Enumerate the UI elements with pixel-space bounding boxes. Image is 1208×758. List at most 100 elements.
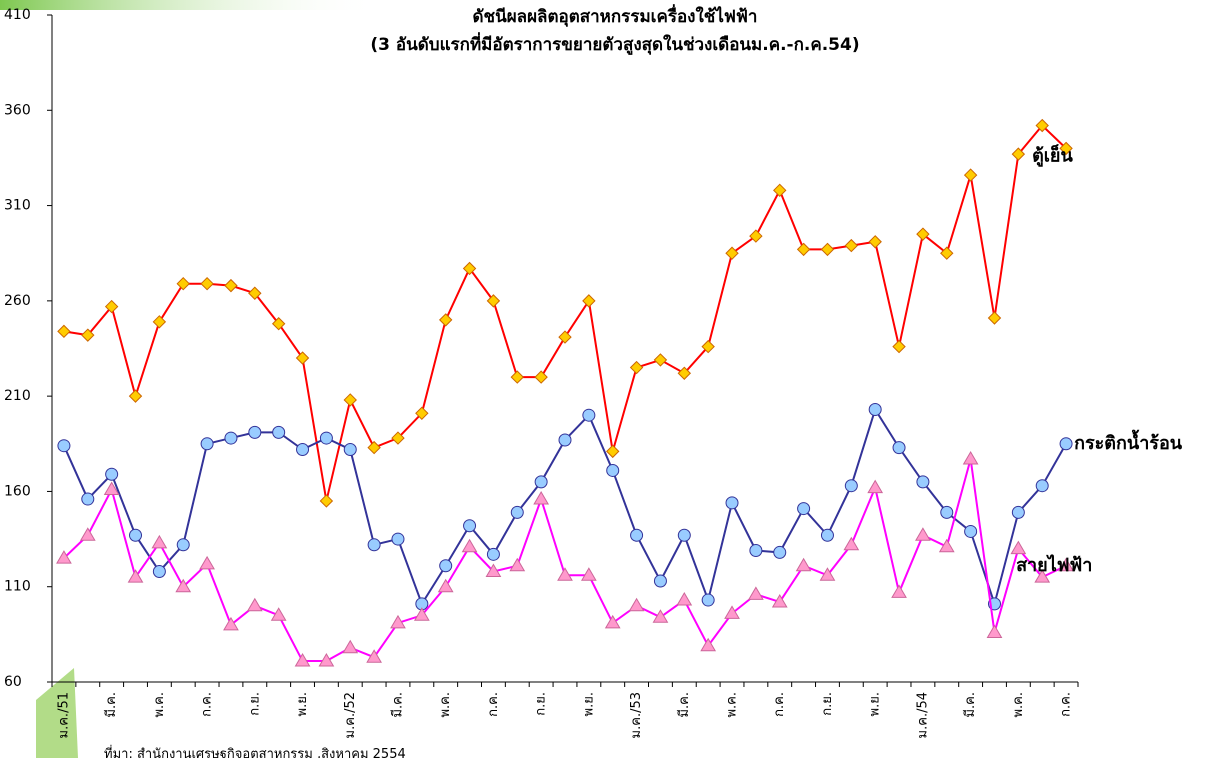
- data-point: [487, 548, 499, 560]
- data-point: [320, 495, 332, 507]
- data-point: [559, 434, 571, 446]
- data-point: [917, 476, 929, 488]
- data-point: [845, 240, 857, 252]
- data-point: [583, 295, 595, 307]
- data-point: [892, 585, 906, 597]
- x-tick-label: พ.ค.: [725, 692, 740, 718]
- data-point: [535, 476, 547, 488]
- data-point: [511, 506, 523, 518]
- data-point: [677, 593, 691, 605]
- x-tick-label: พ.ค.: [152, 692, 167, 718]
- data-point: [249, 426, 261, 438]
- series-label: กระติกน้ำร้อน: [1074, 429, 1183, 454]
- data-point: [798, 503, 810, 515]
- data-point: [177, 539, 189, 551]
- x-tick-label: พ.ย.: [295, 692, 310, 716]
- data-point: [1012, 506, 1024, 518]
- source: ที่มา: สำนักงานเศรษฐกิจอุตสาหกรรม ,สิงหา…: [104, 745, 406, 758]
- data-point: [916, 528, 930, 540]
- x-tick-label: ก.ค.: [772, 692, 787, 717]
- data-point: [678, 529, 690, 541]
- data-point: [225, 280, 237, 292]
- data-point: [130, 529, 142, 541]
- data-point: [463, 540, 477, 552]
- data-point: [201, 438, 213, 450]
- series-label: ตู้เย็น: [1032, 143, 1073, 167]
- data-point: [224, 618, 238, 630]
- data-point: [152, 536, 166, 548]
- x-tick-label: ก.ย.: [247, 692, 262, 716]
- y-tick-label: 310: [4, 198, 31, 214]
- data-point: [631, 529, 643, 541]
- x-tick-label: มี.ค.: [103, 692, 119, 718]
- data-point: [774, 546, 786, 558]
- data-point: [58, 440, 70, 452]
- data-point: [607, 445, 619, 457]
- data-point: [464, 520, 476, 532]
- data-point: [81, 528, 95, 540]
- data-point: [774, 184, 786, 196]
- data-point: [1011, 542, 1025, 554]
- x-tick-label: พ.ย.: [868, 692, 883, 716]
- series-line: [64, 459, 1066, 661]
- y-tick-label: 110: [4, 579, 31, 595]
- data-point: [893, 442, 905, 454]
- data-point: [130, 390, 142, 402]
- data-point: [1060, 438, 1072, 450]
- data-point: [248, 599, 262, 611]
- data-point: [344, 444, 356, 456]
- y-tick-label: 160: [4, 483, 31, 499]
- data-point: [559, 331, 571, 343]
- data-point: [941, 506, 953, 518]
- data-point: [344, 394, 356, 406]
- data-point: [343, 641, 357, 653]
- data-point: [583, 409, 595, 421]
- data-point: [177, 278, 189, 290]
- x-tick-label: ก.ค.: [1059, 692, 1074, 717]
- x-tick-label: ม.ค./51: [56, 692, 71, 738]
- data-point: [940, 540, 954, 552]
- data-point: [964, 452, 978, 464]
- data-point: [869, 403, 881, 415]
- x-tick-label: ก.ย.: [820, 692, 835, 716]
- data-point: [153, 316, 165, 328]
- data-point: [893, 341, 905, 353]
- data-point: [988, 312, 1000, 324]
- y-tick-label: 210: [4, 388, 31, 404]
- y-tick-label: 410: [4, 7, 31, 23]
- data-point: [702, 594, 714, 606]
- data-point: [534, 492, 548, 504]
- chart: ดัชนีผลผลิตอุตสาหกรรมเครื่องใช้ไฟฟ้า (3 …: [0, 0, 1208, 758]
- data-point: [965, 525, 977, 537]
- data-point: [725, 606, 739, 618]
- data-point: [631, 362, 643, 374]
- data-point: [153, 565, 165, 577]
- data-point: [844, 538, 858, 550]
- data-point: [440, 314, 452, 326]
- decoration: [0, 0, 380, 10]
- data-point: [440, 560, 452, 572]
- x-tick-label: ม.ค./52: [343, 692, 358, 738]
- data-point: [273, 426, 285, 438]
- data-point: [654, 575, 666, 587]
- x-tick-label: ม.ค./53: [629, 692, 644, 738]
- data-point: [845, 480, 857, 492]
- data-point: [129, 570, 143, 582]
- x-tick-label: ก.ค.: [486, 692, 501, 717]
- data-point: [1036, 480, 1048, 492]
- data-point: [200, 557, 214, 569]
- x-tick-label: มี.ค.: [676, 692, 692, 718]
- data-point: [82, 493, 94, 505]
- chart-title: ดัชนีผลผลิตอุตสาหกรรมเครื่องใช้ไฟฟ้า: [473, 4, 758, 27]
- x-tick-label: พ.ค.: [1011, 692, 1026, 718]
- data-point: [511, 371, 523, 383]
- data-point: [510, 559, 524, 571]
- y-tick-label: 60: [4, 674, 22, 690]
- x-tick-label: พ.ย.: [581, 692, 596, 716]
- data-point: [797, 559, 811, 571]
- data-point: [750, 545, 762, 557]
- data-point: [392, 533, 404, 545]
- data-point: [201, 278, 213, 290]
- data-point: [726, 497, 738, 509]
- data-point: [106, 468, 118, 480]
